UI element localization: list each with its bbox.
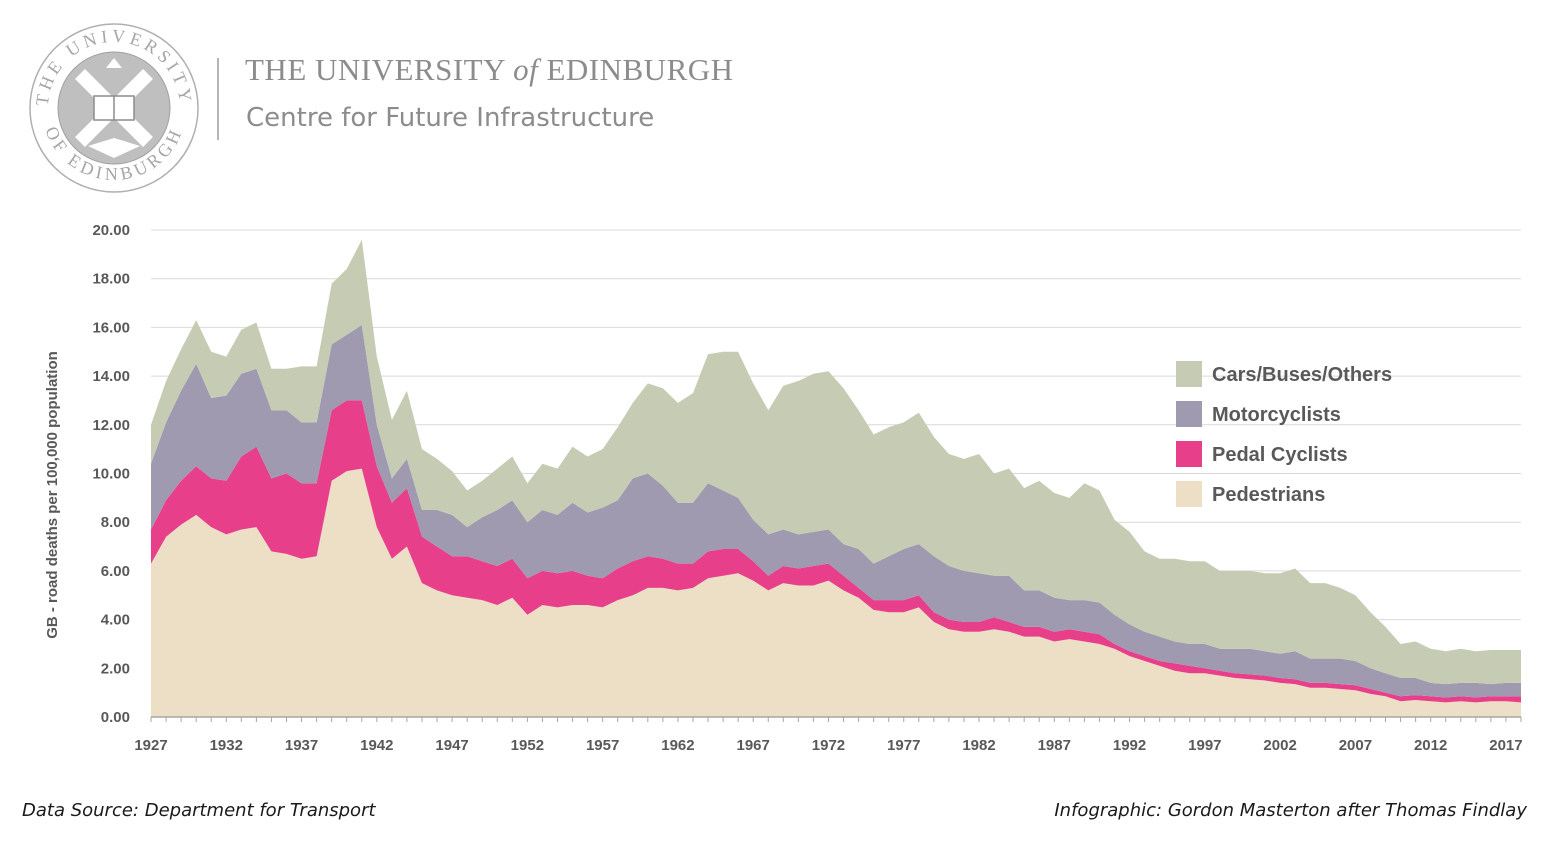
- legend-label-pedal-cyclists: Pedal Cyclists: [1212, 444, 1348, 466]
- chart-axes: [150, 716, 1522, 722]
- legend-label-pedestrians: Pedestrians: [1212, 484, 1325, 506]
- x-tick-label: 1957: [586, 737, 619, 754]
- y-axis-ticks: 0.00 2.00 4.00 6.00 8.00 10.00 12.00 14.00 16.00…: [92, 222, 130, 726]
- y-tick-label: 8.00: [101, 514, 130, 531]
- legend-swatch-motorcyclists: [1176, 401, 1202, 427]
- x-tick-label: 1977: [887, 737, 920, 754]
- x-tick-label: 1937: [285, 737, 318, 754]
- infographic-credit: Infographic: Gordon Masterton after Thom…: [1054, 800, 1527, 821]
- university-title-pre: THE UNIVERSITY: [245, 52, 514, 87]
- university-title-of: of: [513, 52, 539, 87]
- legend-label-motorcyclists: Motorcyclists: [1212, 404, 1341, 426]
- area-motorcyclists: [151, 325, 1521, 698]
- header-divider: [217, 58, 219, 140]
- y-tick-label: 6.00: [101, 563, 130, 580]
- legend-swatch-pedestrians: [1176, 481, 1202, 507]
- y-tick-label: 10.00: [92, 466, 130, 483]
- chart-areas: [151, 239, 1521, 717]
- area-pedal-cyclists: [151, 400, 1521, 703]
- x-tick-label: 1987: [1038, 737, 1071, 754]
- x-tick-label: 1932: [210, 737, 243, 754]
- area-pedestrians: [151, 468, 1521, 717]
- chart-legend: Cars/Buses/Others Motorcyclists Pedal Cycl…: [1176, 361, 1392, 507]
- legend-label-cars-buses-others: Cars/Buses/Others: [1212, 364, 1392, 386]
- y-axis-label: GB - road deaths per 100,000 population: [44, 351, 61, 639]
- x-tick-label: 1982: [962, 737, 995, 754]
- university-seal-logo: THE UNIVERSITY OF EDINBURGH: [29, 23, 199, 193]
- y-tick-label: 0.00: [101, 709, 130, 726]
- x-tick-label: 1947: [435, 737, 468, 754]
- university-title-post: EDINBURGH: [538, 52, 734, 87]
- centre-subtitle: Centre for Future Infrastructure: [246, 103, 655, 133]
- x-tick-label: 1992: [1113, 737, 1146, 754]
- x-tick-label: 1997: [1188, 737, 1221, 754]
- x-tick-label: 1967: [737, 737, 770, 754]
- y-tick-label: 4.00: [101, 612, 130, 629]
- x-tick-label: 2007: [1339, 737, 1372, 754]
- area-cars-buses-others: [151, 239, 1521, 685]
- y-tick-label: 16.00: [92, 319, 130, 336]
- university-title: THE UNIVERSITY of EDINBURGH: [245, 52, 734, 88]
- legend-swatch-cars-buses-others: [1176, 361, 1202, 387]
- y-tick-label: 20.00: [92, 222, 130, 239]
- data-source-note: Data Source: Department for Transport: [22, 800, 376, 821]
- y-tick-label: 2.00: [101, 660, 130, 677]
- y-tick-label: 18.00: [92, 271, 130, 288]
- x-tick-label: 1927: [134, 737, 167, 754]
- x-tick-label: 2002: [1263, 737, 1296, 754]
- x-axis-ticks: 1927 1932 1937 1942 1947 1952 1957 1962 1967 1972…: [134, 737, 1522, 754]
- x-tick-label: 2012: [1414, 737, 1447, 754]
- x-tick-label: 1942: [360, 737, 393, 754]
- x-tick-label: 1952: [511, 737, 544, 754]
- x-tick-label: 1962: [661, 737, 694, 754]
- y-tick-label: 12.00: [92, 417, 130, 434]
- x-tick-label: 1972: [812, 737, 845, 754]
- x-tick-label: 2017: [1489, 737, 1522, 754]
- y-tick-label: 14.00: [92, 368, 130, 385]
- legend-swatch-pedal-cyclists: [1176, 441, 1202, 467]
